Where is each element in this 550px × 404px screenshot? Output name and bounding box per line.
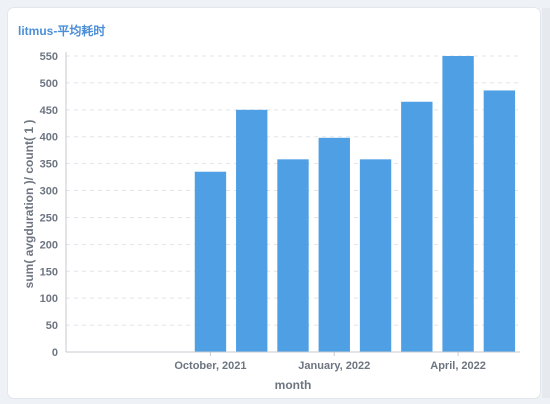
y-tick-label: 0 [52,347,58,359]
bar[interactable] [194,171,227,352]
bar[interactable] [277,159,309,352]
chart-title[interactable]: litmus-平均耗时 [18,24,106,38]
bar[interactable] [442,56,474,352]
bars [194,56,516,353]
y-tick-label: 350 [40,159,58,171]
y-tick-label: 550 [40,51,58,63]
bar[interactable] [483,90,516,352]
y-tick-label: 400 [40,132,58,144]
y-tick-label: 150 [40,266,58,278]
x-tick-label: April, 2022 [430,360,486,372]
adjacent-panel-edge [542,8,550,398]
y-tick-label: 300 [40,186,58,198]
bar[interactable] [359,159,392,352]
y-tick-label: 450 [40,105,58,117]
y-tick-label: 250 [40,212,58,224]
x-axis-label: month [275,378,312,392]
y-tick-label: 50 [46,320,58,332]
bar[interactable] [236,109,268,353]
bar[interactable] [401,101,433,352]
y-tick-label: 500 [40,78,58,90]
y-tick-label: 100 [40,293,58,305]
x-tick-label: January, 2022 [298,360,370,372]
y-tick-label: 200 [40,239,58,251]
bar[interactable] [318,137,350,352]
axes [65,52,520,356]
x-tick-label: October, 2021 [174,360,246,372]
y-axis-label: sum( avgduration )/ count( 1 ) [22,120,36,289]
tick-labels: 0 50 100 150 200 250 300 350 400 450 500 550 October… [40,51,486,372]
